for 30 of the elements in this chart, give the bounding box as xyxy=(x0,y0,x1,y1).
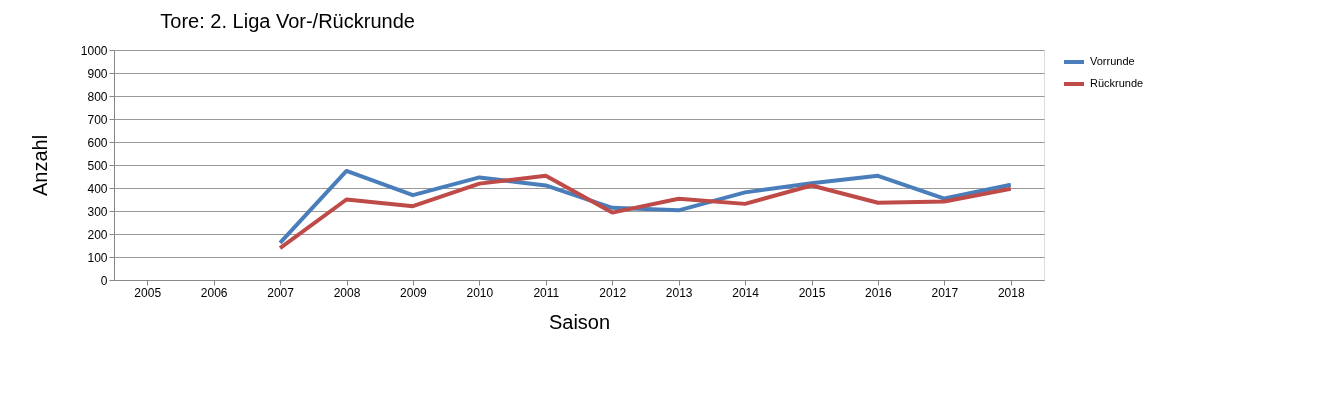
y-tick-label: 600 xyxy=(87,135,108,150)
x-tick-label: 2016 xyxy=(865,285,893,300)
x-tick-label: 2011 xyxy=(533,285,560,300)
legend-label: Vorrunde xyxy=(1090,55,1135,67)
x-tick-label: 2017 xyxy=(931,285,959,300)
y-tick-label: 1000 xyxy=(80,43,108,58)
y-tick-label: 0 xyxy=(100,273,108,288)
x-tick-label: 2015 xyxy=(798,285,826,300)
x-axis-title: Saison xyxy=(548,310,611,333)
x-tick-label: 2005 xyxy=(134,285,162,300)
y-tick-label: 800 xyxy=(87,89,108,104)
x-tick-label: 2010 xyxy=(466,285,494,300)
x-tick-label: 2013 xyxy=(665,285,693,300)
y-tick-label: 200 xyxy=(87,227,108,242)
x-tick-label: 2018 xyxy=(997,285,1025,300)
y-axis-title: Anzahl xyxy=(28,134,51,197)
y-tick-label: 100 xyxy=(87,250,108,265)
x-tick-label: 2014 xyxy=(732,285,760,300)
x-tick-label: 2012 xyxy=(599,285,627,300)
legend-label: Rückrunde xyxy=(1090,77,1144,89)
y-tick-label: 700 xyxy=(87,112,108,127)
x-tick-label: 2009 xyxy=(400,285,428,300)
x-tick-label: 2006 xyxy=(200,285,228,300)
y-tick-label: 900 xyxy=(87,66,108,81)
x-tick-label: 2008 xyxy=(333,285,361,300)
y-tick-label: 300 xyxy=(87,204,108,219)
x-tick-label: 2007 xyxy=(267,285,295,300)
chart-title: Tore: 2. Liga Vor-/Rückrunde xyxy=(160,10,415,32)
y-tick-label: 500 xyxy=(87,158,108,173)
y-tick-label: 400 xyxy=(87,181,108,196)
